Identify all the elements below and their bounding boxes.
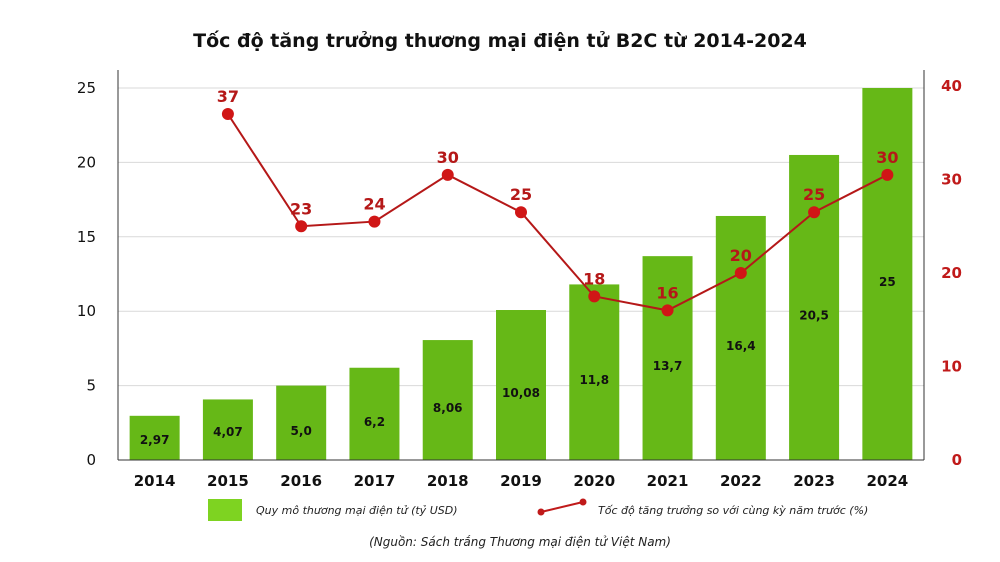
bar-value-label: 11,8 xyxy=(579,373,609,387)
x-tick-label: 2020 xyxy=(573,472,615,490)
line-value-label: 25 xyxy=(803,185,825,204)
bar xyxy=(276,385,327,460)
legend-line-marker-start xyxy=(537,508,545,516)
legend-line-marker-end xyxy=(579,498,587,506)
line-value-label: 37 xyxy=(217,87,239,106)
y-right-tick-label: 40 xyxy=(941,77,962,95)
line-point xyxy=(881,168,894,181)
y-right-tick-label: 0 xyxy=(952,451,962,469)
x-tick-label: 2016 xyxy=(280,472,322,490)
bar xyxy=(129,415,180,460)
y-left-tick-label: 5 xyxy=(86,377,96,395)
x-tick-label: 2024 xyxy=(866,472,908,490)
bar-value-label: 20,5 xyxy=(799,308,829,322)
chart-title: Tốc độ tăng trưởng thương mại điện tử B2… xyxy=(193,29,807,52)
line-value-label: 20 xyxy=(730,246,752,265)
bar xyxy=(862,88,913,460)
line-point xyxy=(295,220,308,233)
x-tick-label: 2017 xyxy=(354,472,396,490)
line-value-label: 24 xyxy=(363,195,385,214)
line-point xyxy=(441,168,454,181)
y-right-tick-label: 10 xyxy=(941,358,962,376)
x-tick-label: 2014 xyxy=(134,472,176,490)
bar xyxy=(715,215,766,460)
line-point xyxy=(221,108,234,121)
line-value-label: 23 xyxy=(290,199,312,218)
bar xyxy=(349,367,400,460)
line-point xyxy=(515,206,527,219)
bar xyxy=(496,310,546,460)
bar xyxy=(789,154,840,460)
bar-value-label: 16,4 xyxy=(726,339,756,353)
bar xyxy=(422,340,473,460)
y-left-tick-label: 0 xyxy=(86,451,96,469)
growth-line xyxy=(227,113,888,312)
line-point xyxy=(368,215,381,228)
y-left-tick-label: 20 xyxy=(77,153,96,171)
line-value-label: 30 xyxy=(437,148,459,167)
line-point xyxy=(808,206,821,219)
legend-line-swatch xyxy=(540,501,584,513)
line-point xyxy=(734,267,747,279)
line-value-label: 18 xyxy=(583,269,605,288)
bar xyxy=(202,399,253,460)
line-series: 37 23 24 30 25 18 16 20 25 30 xyxy=(217,87,898,317)
line-point xyxy=(588,290,601,303)
bar-value-label: 2,97 xyxy=(140,433,170,447)
y-left-tick-label: 15 xyxy=(77,228,96,246)
bar-value-label: 4,07 xyxy=(213,425,243,439)
y-right-tick-label: 30 xyxy=(941,171,962,189)
legend-bar-swatch xyxy=(208,499,242,521)
y-right-tick-label: 20 xyxy=(941,264,962,282)
bar-value-label: 5,0 xyxy=(291,424,312,438)
y-left-tick-label: 10 xyxy=(77,302,96,320)
legend-bar-label: Quy mô thương mại điện tử (tỷ USD) xyxy=(256,504,458,517)
y-left-tick-label: 25 xyxy=(77,79,96,97)
bar-series: 2,97 4,07 5,0 6,2 8,06 10,08 11,8 13,7 16,4 20,5 2… xyxy=(129,88,913,460)
legend-line-label: Tốc độ tăng trưởng so với cùng kỳ năm tr… xyxy=(598,504,868,517)
x-tick-label: 2022 xyxy=(720,472,762,490)
bar-value-label: 10,08 xyxy=(502,386,540,400)
bar-value-label: 13,7 xyxy=(653,359,683,373)
source-note: (Nguồn: Sách trắng Thương mại điện tử Vi… xyxy=(369,535,671,549)
x-tick-label: 2015 xyxy=(207,472,249,490)
bar-value-label: 25 xyxy=(879,275,896,289)
x-tick-label: 2019 xyxy=(500,472,542,490)
line-value-label: 30 xyxy=(876,148,898,167)
bar-value-label: 8,06 xyxy=(433,401,463,415)
bar-value-label: 6,2 xyxy=(364,415,385,429)
legend: Quy mô thương mại điện tử (tỷ USD) Tốc đ… xyxy=(208,498,868,521)
line-value-label: 16 xyxy=(656,283,678,302)
x-tick-label: 2023 xyxy=(793,472,835,490)
x-tick-label: 2018 xyxy=(427,472,469,490)
line-value-label: 25 xyxy=(510,185,532,204)
x-tick-label: 2021 xyxy=(647,472,689,490)
bar xyxy=(642,256,693,460)
bar xyxy=(569,284,620,460)
line-point xyxy=(661,304,674,317)
